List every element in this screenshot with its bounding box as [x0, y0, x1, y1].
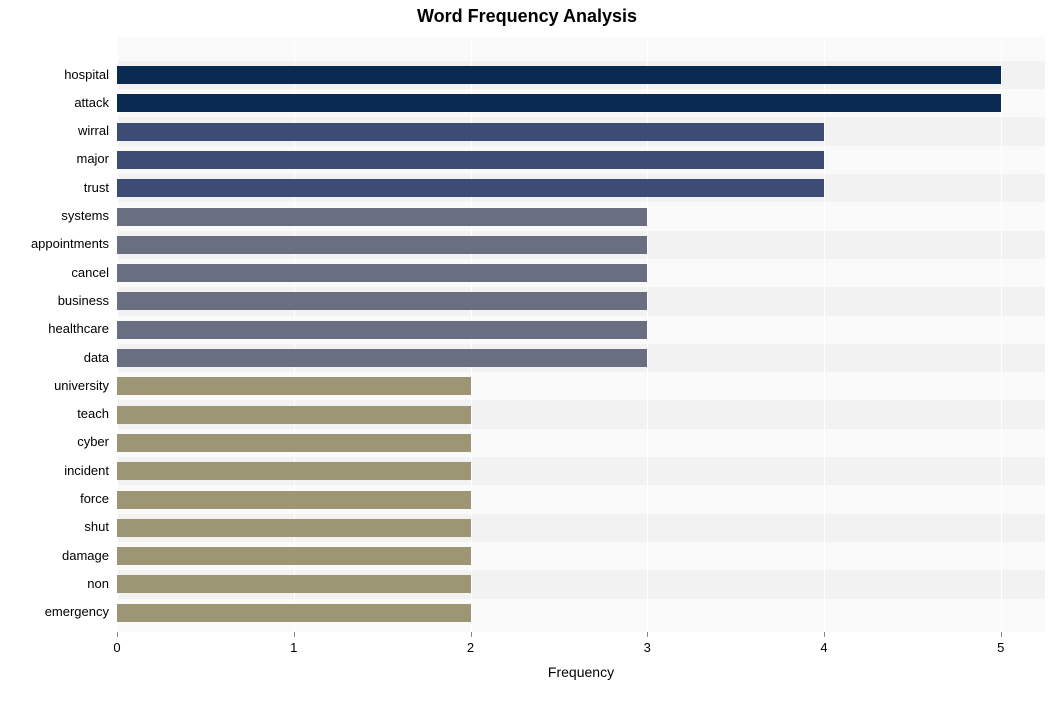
bar	[117, 406, 471, 424]
bar	[117, 575, 471, 593]
x-tick-mark	[471, 632, 472, 637]
bar	[117, 349, 647, 367]
y-tick-label: healthcare	[0, 321, 109, 336]
bar	[117, 491, 471, 509]
y-tick-label: major	[0, 151, 109, 166]
x-tick-mark	[647, 632, 648, 637]
bar	[117, 292, 647, 310]
x-axis-label: Frequency	[117, 664, 1045, 680]
y-tick-label: teach	[0, 406, 109, 421]
bar	[117, 151, 824, 169]
x-tick-label: 3	[644, 640, 651, 655]
y-tick-label: incident	[0, 463, 109, 478]
bar	[117, 123, 824, 141]
x-tick-mark	[1001, 632, 1002, 637]
word-frequency-chart: Word Frequency Analysis Frequency hospit…	[0, 0, 1054, 701]
bar	[117, 264, 647, 282]
x-tick-label: 0	[113, 640, 120, 655]
bar	[117, 66, 1001, 84]
bar	[117, 94, 1001, 112]
y-tick-label: appointments	[0, 236, 109, 251]
y-tick-label: emergency	[0, 604, 109, 619]
y-tick-label: hospital	[0, 67, 109, 82]
x-tick-mark	[117, 632, 118, 637]
gridline	[824, 37, 825, 632]
y-tick-label: force	[0, 491, 109, 506]
x-tick-label: 2	[467, 640, 474, 655]
x-tick-label: 4	[820, 640, 827, 655]
y-tick-label: wirral	[0, 123, 109, 138]
bar	[117, 604, 471, 622]
y-tick-label: damage	[0, 548, 109, 563]
x-tick-label: 5	[997, 640, 1004, 655]
y-tick-label: data	[0, 350, 109, 365]
bar	[117, 519, 471, 537]
bar	[117, 377, 471, 395]
x-tick-label: 1	[290, 640, 297, 655]
y-tick-label: cancel	[0, 265, 109, 280]
y-tick-label: shut	[0, 519, 109, 534]
bar	[117, 236, 647, 254]
y-tick-label: cyber	[0, 434, 109, 449]
y-tick-label: non	[0, 576, 109, 591]
y-tick-label: systems	[0, 208, 109, 223]
bar	[117, 434, 471, 452]
bar	[117, 547, 471, 565]
y-tick-label: university	[0, 378, 109, 393]
bar	[117, 179, 824, 197]
bar	[117, 462, 471, 480]
chart-title: Word Frequency Analysis	[0, 6, 1054, 27]
bar	[117, 321, 647, 339]
bar	[117, 208, 647, 226]
plot-area	[117, 37, 1045, 632]
y-tick-label: trust	[0, 180, 109, 195]
gridline	[1001, 37, 1002, 632]
x-tick-mark	[824, 632, 825, 637]
x-tick-mark	[294, 632, 295, 637]
y-tick-label: attack	[0, 95, 109, 110]
y-tick-label: business	[0, 293, 109, 308]
